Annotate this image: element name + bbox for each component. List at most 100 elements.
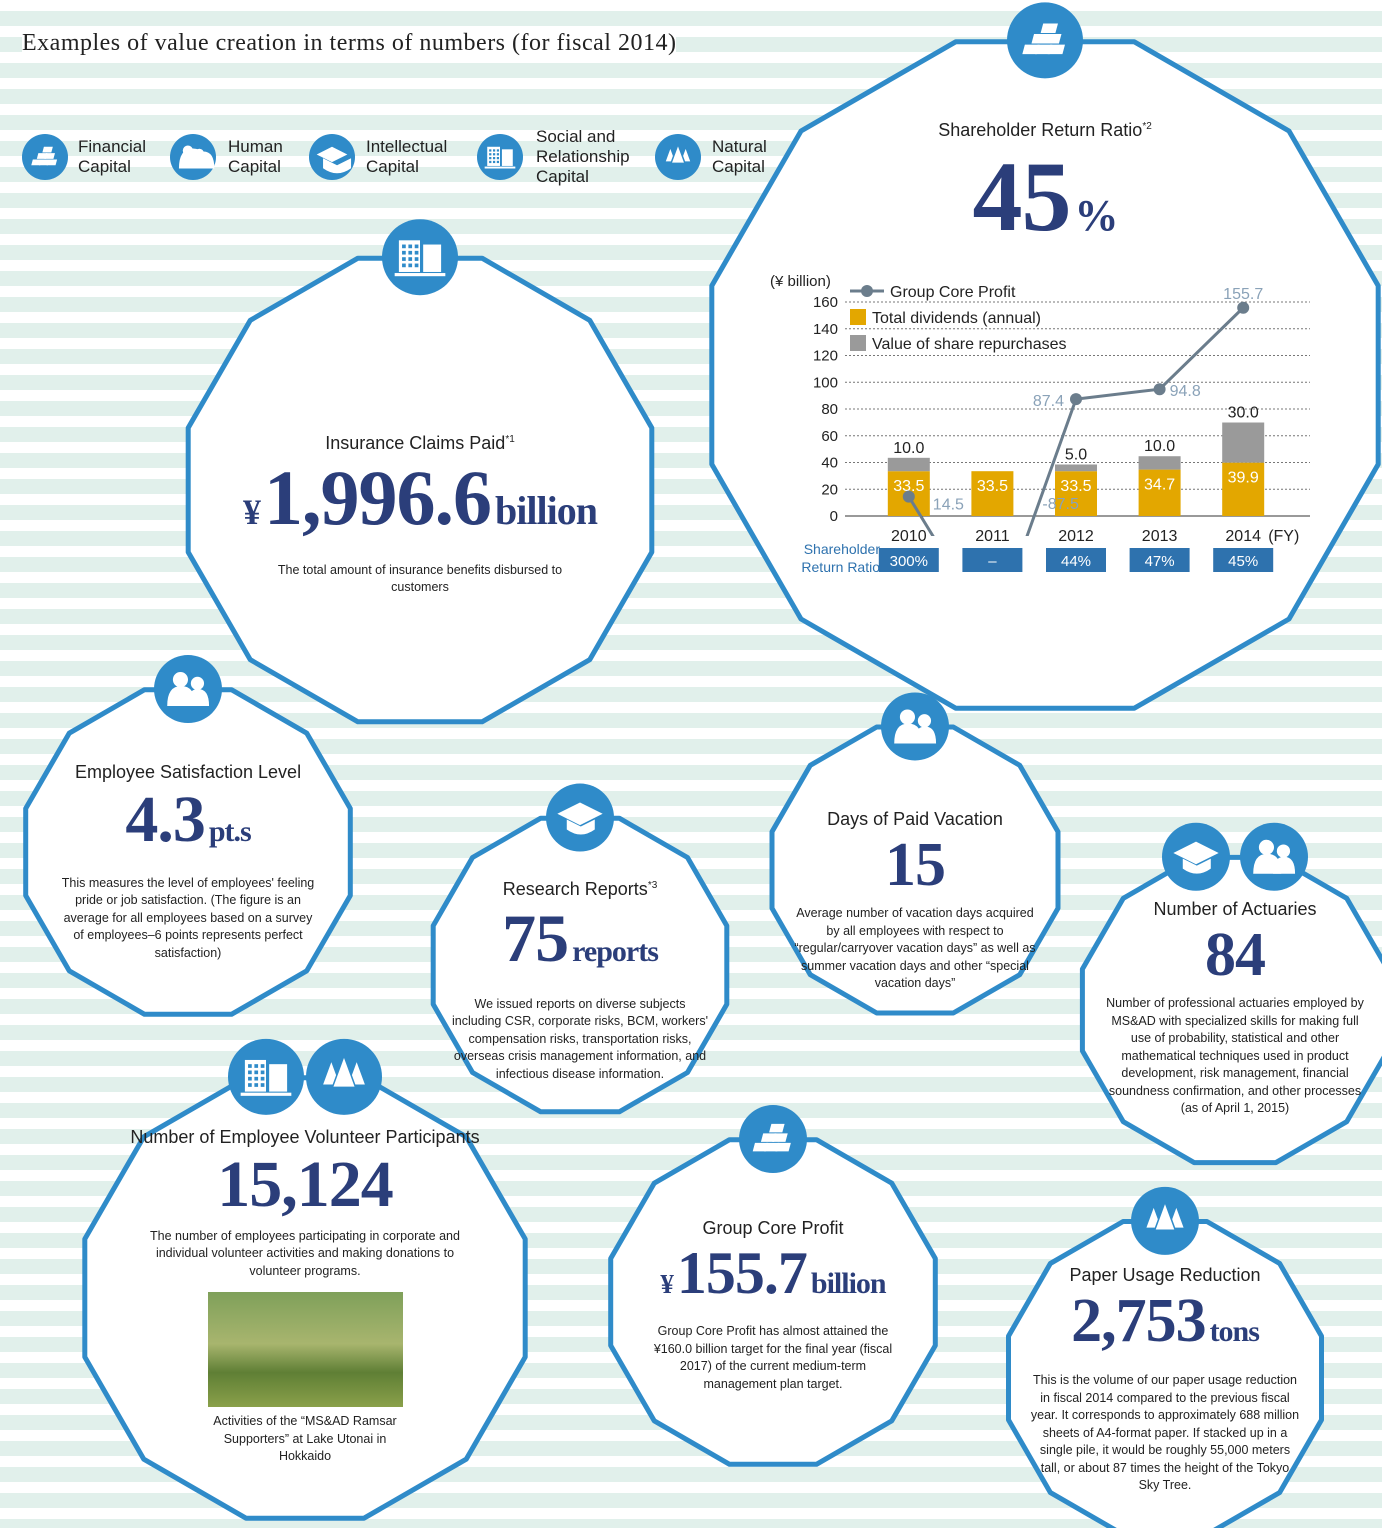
capital-icon [1162, 823, 1230, 891]
icon-shape [408, 257, 412, 261]
icon-shape [497, 157, 499, 159]
icon-shape [42, 147, 52, 153]
ratio-row-label: Shareholder Return Ratio [780, 540, 880, 576]
footnote-mark: *1 [505, 434, 514, 445]
icon-shape [423, 245, 441, 272]
line-value-label: 94.8 [1170, 383, 1201, 400]
panel-text: Number of Actuaries84Number of professio… [1100, 897, 1370, 1118]
big-number: ¥1,996.6billion [205, 455, 635, 556]
bar-value-label: 10.0 [893, 440, 924, 457]
bar-value-label: 33.5 [1060, 478, 1091, 495]
capital-icon [1131, 1187, 1199, 1255]
panel-text: Research Reports*375reportsWe issued rep… [445, 874, 715, 1083]
ratio-label: 47% [1145, 553, 1175, 570]
x-unit: (FY) [1268, 528, 1299, 545]
ratio-label: 45% [1228, 553, 1258, 570]
y-tick-label: 0 [830, 508, 838, 525]
value: 84 [1205, 921, 1265, 989]
icon-shape [1044, 34, 1061, 44]
icon-shape [489, 149, 491, 151]
legend-label: Natural Capital [712, 137, 807, 177]
line-point [1154, 383, 1166, 395]
icon-shape [489, 153, 491, 155]
icon-shape [775, 1143, 790, 1152]
panel-title: Number of Actuaries [1100, 897, 1370, 921]
icon-shape [191, 677, 204, 690]
capital-icon [546, 784, 614, 852]
icon-shape [254, 1077, 258, 1081]
icon-shape [44, 153, 54, 159]
x-tick-label: 2010 [891, 528, 927, 545]
unit: pt.s [209, 815, 251, 848]
x-tick-label: 2012 [1058, 528, 1094, 545]
icon-shape [415, 264, 419, 268]
icon-shape [493, 157, 495, 159]
panel-text: Number of Employee Volunteer Participant… [130, 1125, 480, 1466]
bar-value-label: 39.9 [1228, 470, 1259, 487]
icon-shape [1048, 45, 1065, 55]
panel-title-text: Number of Employee Volunteer Participant… [130, 1127, 479, 1147]
value: 2,753 [1071, 1287, 1206, 1355]
icon-shape [918, 714, 931, 727]
icon-shape [408, 245, 412, 249]
capital-icon [228, 1039, 304, 1115]
icon-shape [772, 1133, 787, 1142]
icon-shape [248, 1071, 252, 1075]
panel-title: Number of Employee Volunteer Participant… [130, 1125, 480, 1149]
big-number: ¥155.7billion [623, 1240, 923, 1317]
panel-title: Paper Usage Reduction [1020, 1263, 1310, 1287]
panel-text: Employee Satisfaction Level4.3pt.sThis m… [53, 760, 323, 962]
bar-segment [888, 458, 930, 471]
panel-title-text: Research Reports [503, 879, 648, 899]
legend-label: Intellectual Capital [366, 137, 461, 177]
y-axis-label: (¥ billion) [770, 273, 831, 290]
currency: ¥ [660, 1269, 673, 1299]
icon-shape [261, 1071, 265, 1075]
icon-shape [493, 161, 495, 163]
panel-title: Employee Satisfaction Level [53, 760, 323, 784]
icon-shape [402, 245, 406, 249]
capital-icon [382, 219, 458, 295]
photo-caption: Activities of the “MS&AD Ramsar Supporte… [205, 1413, 405, 1466]
bar-value-label: 34.7 [1144, 477, 1175, 494]
x-tick-label: 2011 [975, 528, 1010, 545]
value: 1,996.6 [264, 454, 491, 541]
y-tick-label: 80 [821, 401, 838, 418]
description: We issued reports on diverse subjects in… [450, 996, 710, 1084]
value: 45 [973, 141, 1071, 252]
capital-icon [1007, 2, 1083, 78]
description: The total amount of insurance benefits d… [260, 562, 580, 597]
bar-segment [1222, 423, 1264, 463]
capital-icon [154, 655, 222, 723]
y-tick-label: 60 [821, 428, 838, 445]
value: 155.7 [677, 1240, 807, 1306]
panel-title-text: Days of Paid Vacation [827, 809, 1003, 829]
unit: reports [572, 935, 658, 968]
icon-shape [261, 1064, 265, 1068]
icon-shape [241, 1093, 292, 1096]
icon-shape [1041, 23, 1058, 33]
description: The number of employees participating in… [133, 1228, 478, 1281]
icon-shape [248, 1064, 252, 1068]
x-tick-label: 2013 [1142, 528, 1178, 545]
legend-label: Social and Relationship Capital [536, 127, 646, 187]
description: This measures the level of employees' fe… [58, 875, 318, 963]
panel-text: Days of Paid Vacation15Average number of… [790, 807, 1040, 993]
bar-value-label: 5.0 [1065, 447, 1087, 464]
legend-label: Value of share repurchases [872, 336, 1066, 353]
bar-value-label: 30.0 [1228, 405, 1259, 422]
icon-shape [769, 1124, 784, 1133]
unit: tons [1210, 1315, 1259, 1348]
panel-title-text: Employee Satisfaction Level [75, 762, 301, 782]
capital-icon [739, 1105, 807, 1173]
capital-icon [22, 134, 68, 180]
y-tick-label: 100 [813, 374, 838, 391]
icon-shape [489, 157, 491, 159]
big-number: 15 [790, 831, 1040, 899]
bar-segment [1055, 465, 1097, 472]
icon-shape [497, 149, 499, 151]
icon-shape [493, 153, 495, 155]
bar-segment [1139, 456, 1181, 469]
